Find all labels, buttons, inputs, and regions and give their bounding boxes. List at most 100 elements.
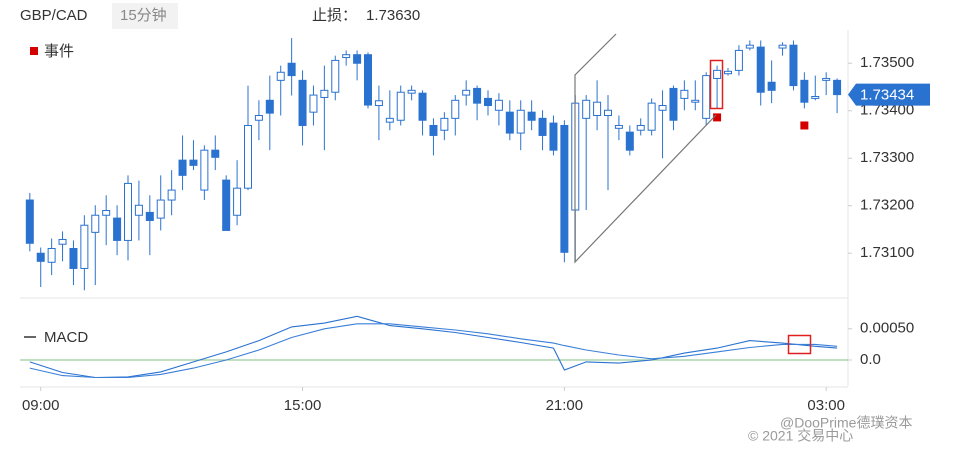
candle-body xyxy=(69,248,78,269)
candle-body xyxy=(724,70,732,75)
candle-body xyxy=(80,224,89,269)
candle-body xyxy=(582,99,591,119)
candle-body xyxy=(800,79,809,103)
candle-body xyxy=(647,102,656,131)
x-tick-label: 15:00 xyxy=(284,397,322,414)
candle-body xyxy=(113,217,122,241)
y-tick-label: 1.73200 xyxy=(860,197,914,214)
highlight-box xyxy=(787,334,812,355)
candle-body xyxy=(91,214,100,233)
y-tick-label: 1.73400 xyxy=(860,102,914,119)
candle-body xyxy=(353,54,362,64)
candle-body xyxy=(811,96,820,99)
candle-body xyxy=(549,122,558,151)
interval-tab[interactable] xyxy=(112,3,178,29)
pair: GBP/CAD xyxy=(20,7,88,24)
event-marker xyxy=(800,121,809,130)
candle-body xyxy=(658,105,667,111)
candle-body xyxy=(462,89,471,96)
candle-body xyxy=(156,199,165,219)
candle-body xyxy=(789,44,798,87)
candle-body xyxy=(669,87,678,121)
legend-label: MACD xyxy=(44,329,88,346)
trend-lines[interactable] xyxy=(574,33,717,264)
candle-body xyxy=(265,99,274,114)
candle-body xyxy=(494,99,503,111)
candle-body xyxy=(25,199,34,244)
candle-body xyxy=(124,182,132,241)
candle-body xyxy=(102,210,111,216)
candle-body xyxy=(778,44,787,49)
highlight-box xyxy=(709,59,724,110)
candle-body xyxy=(560,124,569,253)
candle-body xyxy=(691,99,700,103)
candle-body xyxy=(418,92,427,121)
y-tick-label: 1.73500 xyxy=(860,54,914,71)
last-price-tag xyxy=(848,83,930,106)
candle-body xyxy=(516,109,525,134)
y-tick-label: 0.0 xyxy=(860,351,881,368)
candle-body xyxy=(473,87,482,104)
x-tick-label: 21:00 xyxy=(546,397,584,414)
legend-marker xyxy=(30,47,38,55)
candle-body xyxy=(385,117,394,123)
candle-body xyxy=(833,79,842,96)
candle-body xyxy=(364,54,372,106)
x-tick-label: 03:00 xyxy=(807,397,845,414)
macd-line xyxy=(29,315,838,379)
candle-body xyxy=(211,149,220,158)
event-marker xyxy=(713,113,722,122)
candle-body xyxy=(254,115,263,121)
candle-body xyxy=(527,111,536,121)
watermark: © 2021 交易中心 xyxy=(748,428,853,444)
candle-body xyxy=(593,101,602,116)
candle-body xyxy=(167,189,176,201)
candle-body xyxy=(244,124,252,189)
candle-body xyxy=(604,109,612,117)
candle-body xyxy=(505,111,514,134)
y-tick-label: 1.73300 xyxy=(860,149,914,166)
candle-body xyxy=(331,59,340,93)
candle-body xyxy=(342,54,351,59)
candle-body xyxy=(298,79,307,126)
x-tick-label: 09:00 xyxy=(22,397,60,414)
stop-loss-label: 止损： xyxy=(312,7,357,24)
candle-body xyxy=(822,77,831,81)
stop-loss: 1.73630 xyxy=(366,7,420,24)
candle-body xyxy=(396,91,405,121)
candle-body xyxy=(484,97,492,107)
candle-body xyxy=(636,124,645,131)
interval[interactable]: 15分钟 xyxy=(120,7,167,24)
candle-body xyxy=(320,89,329,98)
y-tick-label: 1.73100 xyxy=(860,244,914,261)
candle-body xyxy=(440,117,449,131)
candle-body xyxy=(145,211,154,221)
candle-body xyxy=(178,159,187,176)
candle-body xyxy=(429,124,438,136)
candle-body xyxy=(702,75,711,119)
candle-body xyxy=(287,62,296,77)
candle-body xyxy=(189,159,198,166)
last-price-label: 1.73434 xyxy=(860,87,914,104)
candle-body xyxy=(407,89,416,94)
y-tick-label: 0.00050 xyxy=(860,320,914,337)
candle-body xyxy=(767,81,776,91)
candle-body xyxy=(47,248,56,263)
candle-body xyxy=(625,131,634,151)
candle-body xyxy=(538,117,547,136)
candle-body xyxy=(374,100,383,107)
candle-body xyxy=(276,71,285,81)
candle-body xyxy=(233,187,242,216)
candle-body xyxy=(36,252,45,262)
candle-body xyxy=(734,49,743,71)
candle-body xyxy=(222,179,231,231)
candle-body xyxy=(745,44,754,49)
candle-body xyxy=(134,204,143,216)
legend-label: 事件 xyxy=(44,43,74,60)
candle-body xyxy=(713,69,722,79)
candle-body xyxy=(614,124,623,129)
candle-body xyxy=(309,94,318,113)
